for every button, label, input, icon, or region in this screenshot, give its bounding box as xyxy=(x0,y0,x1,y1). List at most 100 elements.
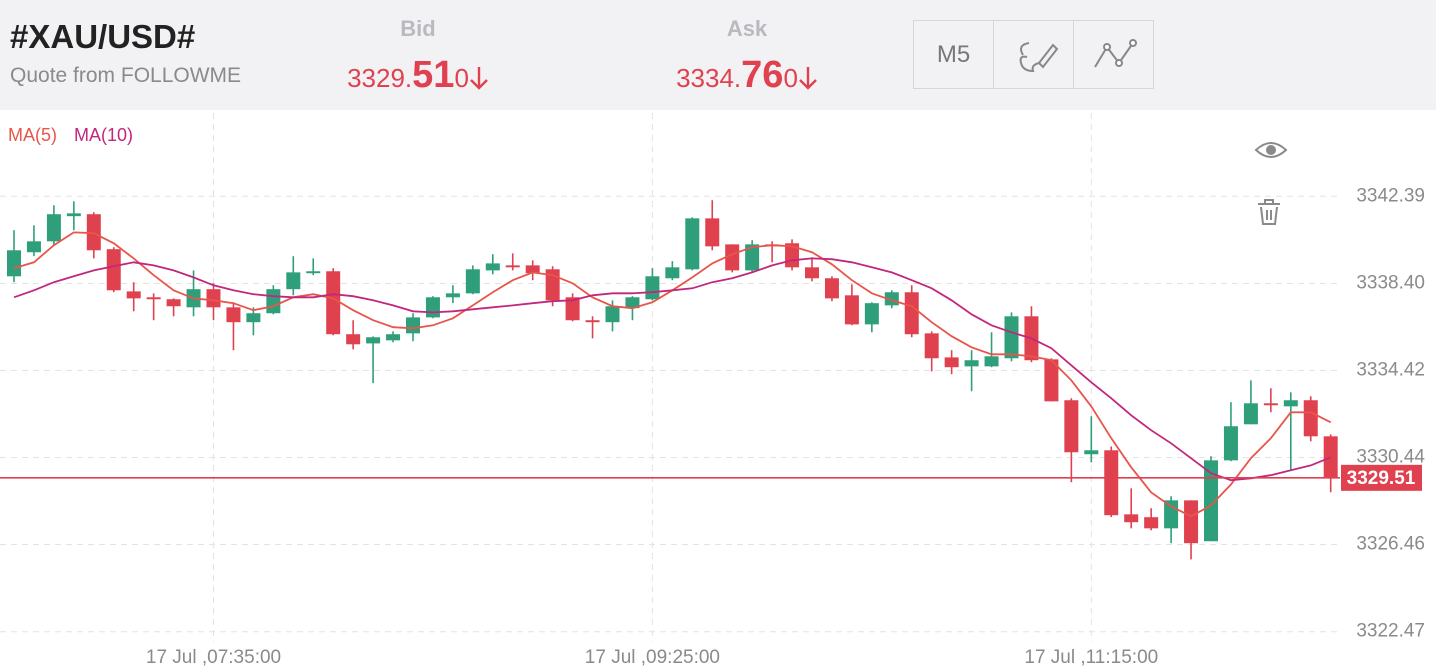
candle-body xyxy=(7,250,21,277)
candle-body xyxy=(366,337,381,344)
candle-body xyxy=(1144,517,1159,529)
y-tick-label: 3334.42 xyxy=(1356,360,1425,381)
interval-button[interactable]: M5 xyxy=(914,21,994,88)
bid-tail: 0 xyxy=(454,63,469,93)
candle-body xyxy=(86,214,101,251)
ask: Ask 3334.760 xyxy=(597,16,897,97)
candle-body xyxy=(286,272,301,290)
indicator-button[interactable] xyxy=(1074,21,1153,88)
y-tick-label: 3338.40 xyxy=(1356,273,1425,294)
candle-body xyxy=(485,263,500,271)
brush-icon xyxy=(1019,41,1058,72)
plot: 3322.47 3326.46 3330.44 3334.42 3338.40 3342.… xyxy=(0,113,1425,668)
candle-body xyxy=(984,356,999,367)
candle-body xyxy=(625,297,640,309)
candle-body xyxy=(844,295,859,325)
candle-body xyxy=(26,241,41,253)
y-tick-label: 3342.39 xyxy=(1356,185,1425,206)
candle-body xyxy=(425,297,440,318)
candle-body xyxy=(1124,514,1139,523)
candle-body xyxy=(306,271,321,274)
price-box xyxy=(1341,464,1422,491)
candle-body xyxy=(1004,316,1019,359)
candle-body xyxy=(1104,450,1119,516)
candle-body xyxy=(1044,359,1059,402)
bid-big: 51 xyxy=(412,54,455,96)
candle-body xyxy=(705,218,720,247)
candle-body xyxy=(126,291,141,299)
candle-body xyxy=(505,265,520,268)
candle-body xyxy=(246,313,261,323)
ask-tail: 0 xyxy=(783,63,798,93)
draw-button[interactable] xyxy=(994,21,1074,88)
candle-body xyxy=(685,218,700,270)
candle-body xyxy=(1223,426,1238,461)
eye-icon[interactable] xyxy=(1254,142,1288,158)
source: Quote from FOLLOWME xyxy=(10,64,242,87)
down-arrow xyxy=(470,67,488,90)
candle-body xyxy=(386,334,401,341)
ma-line xyxy=(13,257,1332,482)
candle-body xyxy=(805,267,819,279)
candle-body xyxy=(1084,450,1099,455)
candle-body xyxy=(206,289,221,308)
candle-body xyxy=(904,292,919,335)
bid-head: 3329. xyxy=(347,63,413,93)
candle-body xyxy=(645,276,660,300)
bid: Bid 3329.510 xyxy=(268,16,568,97)
candle-body xyxy=(944,357,959,368)
trash-icon[interactable] xyxy=(1258,199,1280,225)
candle-body xyxy=(346,334,361,345)
candle-body xyxy=(106,249,121,291)
candle-body xyxy=(46,214,61,242)
candle-body xyxy=(146,297,161,300)
candle-body xyxy=(226,307,241,323)
header: #XAU/USD# Quote from FOLLOWME Bid 3329.5… xyxy=(0,0,1436,110)
bid-label: Bid xyxy=(400,16,436,41)
candle-body xyxy=(1263,403,1278,406)
y-tick-label: 3330.44 xyxy=(1356,447,1425,468)
candle-body xyxy=(266,289,281,314)
candle-body xyxy=(1283,400,1298,407)
legend-ma5: MA(5) xyxy=(8,125,57,145)
candle-body xyxy=(605,306,620,323)
candle-body xyxy=(1323,436,1338,478)
y-tick-label: 3326.46 xyxy=(1356,534,1425,555)
candle-body xyxy=(525,265,540,274)
candle-body xyxy=(445,293,460,298)
legend-ma10: MA(10) xyxy=(74,125,133,145)
candle-body xyxy=(1064,400,1079,453)
price-label: 3329.51 xyxy=(1347,468,1416,489)
candle-body xyxy=(565,297,580,321)
ask-label: Ask xyxy=(726,16,768,41)
toolbar: M5 xyxy=(913,20,1154,89)
candle-body xyxy=(585,320,600,323)
candle-body xyxy=(1303,400,1318,437)
candle-body xyxy=(1184,500,1199,544)
candle-body xyxy=(725,244,740,271)
down-arrow xyxy=(799,67,817,90)
candle-body xyxy=(66,213,81,217)
candle-body xyxy=(166,299,181,307)
y-tick-label: 3322.47 xyxy=(1356,621,1425,642)
x-tick-label: 17 Jul ,07:35:00 xyxy=(146,647,281,668)
candle-body xyxy=(665,267,680,279)
candle-body xyxy=(1164,500,1179,529)
x-tick-label: 17 Jul ,09:25:00 xyxy=(585,647,720,668)
candle-body xyxy=(924,333,939,359)
x-tick-label: 17 Jul ,11:15:00 xyxy=(1024,647,1158,668)
candle-body xyxy=(824,278,839,299)
ask-big: 76 xyxy=(741,54,784,96)
symbol: #XAU/USD# xyxy=(10,18,196,55)
candle-body xyxy=(406,317,420,334)
candle-body xyxy=(1204,460,1218,542)
candle-body xyxy=(326,271,341,335)
candle-body xyxy=(964,360,979,367)
candle-body xyxy=(864,303,879,325)
candle-body xyxy=(745,244,760,271)
candle-body xyxy=(465,269,480,294)
candle-body xyxy=(1243,403,1258,425)
line-icon xyxy=(1093,38,1137,68)
